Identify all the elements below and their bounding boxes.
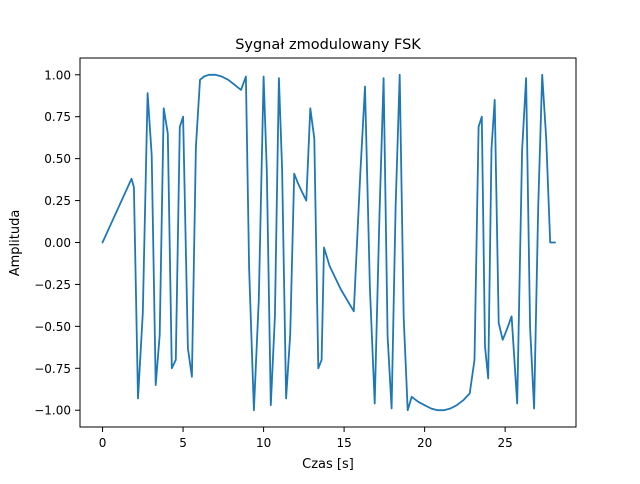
y-tick-label: 0.00 [44,236,71,250]
y-tick-label: 0.75 [44,110,71,124]
series-line [101,73,556,412]
y-tick-label: 1.00 [44,68,71,82]
x-axis-label: Czas [s] [302,457,354,472]
axis-ticks: 0 5 10 15 20 25 −1.00 −0.75 −0.50 −0.25 0.00 0.25 0.… [34,68,513,450]
y-tick-label: −0.50 [34,320,71,334]
x-tick-label: 0 [99,436,107,450]
y-axis-label: Amplituda [8,210,23,277]
x-tick-label: 20 [417,436,432,450]
x-tick-label: 15 [336,436,351,450]
x-tick-label: 5 [179,436,187,450]
y-tick-label: −1.00 [34,404,71,418]
y-tick-label: 0.50 [44,152,71,166]
chart-title: Sygnał zmodulowany FSK [235,37,421,53]
y-tick-label: −0.75 [34,362,71,376]
plot-frame [79,57,577,428]
x-tick-label: 10 [256,436,271,450]
x-tick-label: 25 [498,436,513,450]
y-tick-label: 0.25 [44,194,71,208]
y-tick-label: −0.25 [34,278,71,292]
